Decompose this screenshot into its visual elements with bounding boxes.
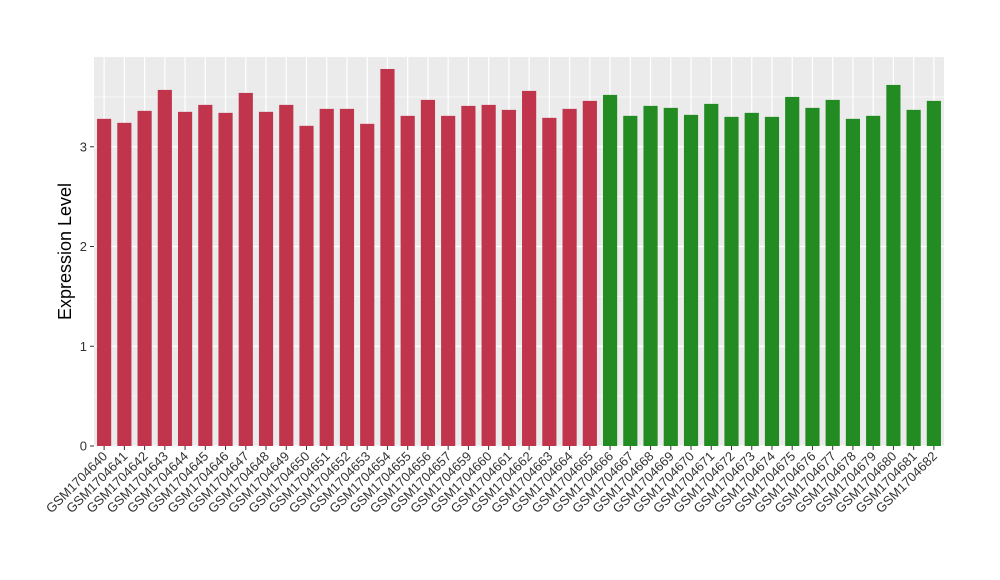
bar-GSM1704672 [724,116,739,446]
bar-GSM1704675 [785,96,800,447]
bar-GSM1704670 [683,114,699,446]
y-axis-label: Expression Level [55,183,75,320]
bar-GSM1704680 [886,84,901,446]
bar-GSM1704665 [582,100,597,446]
bar-GSM1704671 [704,103,719,446]
bar-GSM1704645 [198,104,213,446]
bar-GSM1704660 [481,104,496,446]
y-tick-label: 3 [80,139,87,154]
bar-GSM1704657 [441,115,456,446]
bar-GSM1704662 [522,90,537,447]
bar-GSM1704668 [643,105,658,446]
bar-GSM1704674 [764,116,780,446]
y-tick-label: 2 [80,239,87,254]
bar-GSM1704667 [623,115,638,446]
bar-GSM1704640 [97,118,112,446]
bar-GSM1704664 [562,108,577,446]
bar-GSM1704643 [157,89,172,447]
bar-GSM1704642 [137,110,152,446]
bar-GSM1704646 [218,112,233,446]
bar-GSM1704677 [825,99,840,446]
bar-GSM1704681 [906,109,921,446]
bar-GSM1704682 [926,100,941,446]
bar-GSM1704661 [501,109,516,446]
bar-GSM1704673 [744,112,759,446]
bar-GSM1704679 [866,115,881,446]
bar-GSM1704666 [602,94,618,447]
bar-GSM1704676 [805,107,820,446]
plot-panel [94,57,944,446]
y-tick-label: 0 [80,439,87,454]
bar-GSM1704644 [177,111,193,446]
bar-GSM1704655 [400,115,415,446]
bar-GSM1704654 [380,68,395,446]
bar-GSM1704663 [542,117,557,446]
bar-GSM1704647 [238,92,253,447]
bar-GSM1704650 [299,125,314,447]
bar-GSM1704649 [279,104,294,446]
bar-GSM1704669 [663,107,678,446]
y-axis: 0 1 2 3 [80,139,94,454]
bar-GSM1704652 [339,108,355,446]
bar-GSM1704641 [117,122,132,446]
bar-GSM1704651 [319,108,334,446]
x-axis: GSM1704640GSM1704641GSM1704642GSM1704643… [43,446,940,516]
bar-GSM1704648 [258,111,274,446]
y-tick-label: 1 [80,339,87,354]
bar-GSM1704678 [845,118,861,446]
bar-GSM1704653 [360,123,375,447]
bar-GSM1704659 [461,105,476,446]
bar-GSM1704656 [420,99,436,446]
bars [97,68,941,447]
